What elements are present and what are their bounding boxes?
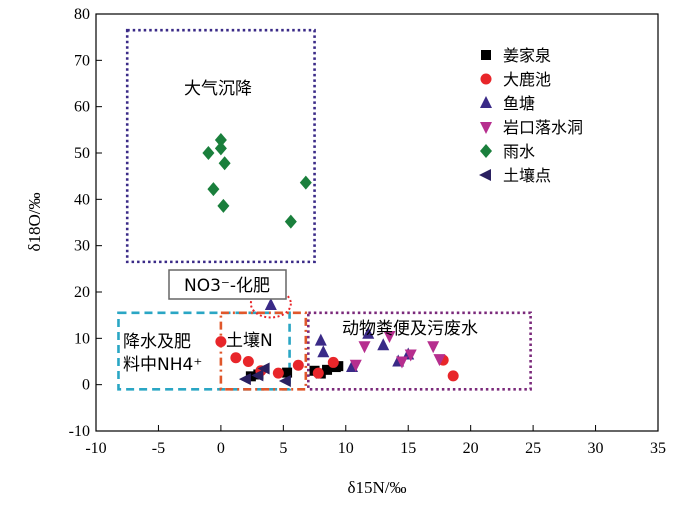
- x-tick-label: 35: [650, 440, 666, 457]
- data-point-series-4: [218, 156, 231, 171]
- y-axis-label: δ18O/‰: [25, 192, 44, 251]
- zone-manure: [307, 311, 532, 391]
- y-tick-label: 0: [82, 377, 90, 394]
- y-tick-label: 40: [74, 191, 90, 208]
- data-point-series-2: [362, 326, 375, 339]
- zone-atmospheric: [125, 28, 316, 264]
- legend-marker-3: [480, 122, 492, 134]
- legend-marker-5: [479, 169, 491, 181]
- data-point-series-2: [264, 297, 277, 310]
- legend-entry-0: 姜家泉: [503, 46, 551, 65]
- data-point-series-2: [317, 345, 330, 358]
- y-tick-label: 20: [74, 284, 90, 301]
- data-point-series-0: [333, 361, 344, 372]
- legend-entry-1: 大鹿池: [503, 70, 551, 89]
- data-point-series-3: [358, 341, 371, 354]
- data-point-series-3: [349, 359, 362, 372]
- precip-nh4-label-line1: 降水及肥: [123, 332, 191, 352]
- data-point-series-4: [284, 214, 297, 229]
- zone-boxes: [117, 28, 532, 391]
- data-point-series-4: [217, 198, 230, 213]
- x-axis-label: δ15N/‰: [347, 478, 406, 497]
- x-tick-label: 20: [463, 440, 479, 457]
- data-point-series-0: [282, 367, 293, 378]
- y-tick-label: 30: [74, 238, 90, 255]
- y-tick-label: -10: [69, 423, 90, 440]
- y-tick-label: 60: [74, 99, 90, 116]
- data-point-series-1: [272, 367, 284, 379]
- data-point-series-1: [327, 356, 339, 368]
- legend-marker-2: [480, 96, 492, 108]
- fertilizer-box: [168, 269, 287, 300]
- data-point-series-0: [322, 364, 333, 375]
- zone-precip_nh4: [117, 311, 291, 391]
- legend-marker-4: [480, 144, 492, 158]
- data-point-series-3: [383, 331, 396, 344]
- axis-ticks: -10 -5 0 5 10 15 20 25 30 35 -10 0 10 20 30 40 50 60 70 80: [69, 6, 666, 457]
- data-point-series-3: [433, 354, 446, 367]
- legend-entry-2: 鱼塘: [503, 94, 535, 113]
- x-tick-label: -5: [152, 440, 165, 457]
- soil-n-label: 土壤N: [226, 330, 273, 351]
- legend-marker-1: [480, 73, 492, 85]
- data-point-series-2: [314, 333, 327, 346]
- legend-entry-5: 土壤点: [503, 166, 551, 185]
- data-point-series-5: [238, 373, 251, 386]
- precip-nh4-label-line2: 料中NH4⁺: [123, 355, 202, 375]
- x-tick-label: 15: [400, 440, 416, 457]
- x-tick-label: 10: [338, 440, 354, 457]
- x-tick-label: 0: [217, 440, 225, 457]
- data-point-series-4: [214, 141, 227, 156]
- data-point-series-3: [404, 349, 417, 362]
- legend-entry-4: 雨水: [503, 142, 535, 161]
- zone-soil_n: [219, 311, 308, 391]
- data-point-series-4: [214, 133, 227, 148]
- data-point-series-3: [427, 341, 440, 354]
- data-point-series-1: [242, 356, 254, 367]
- y-tick-label: 80: [74, 6, 90, 23]
- data-point-series-1: [312, 367, 324, 379]
- manure-label: 动物粪便及污废水: [342, 319, 478, 339]
- data-point-series-5: [278, 374, 291, 387]
- data-point-series-1: [215, 336, 227, 348]
- data-point-series-5: [251, 369, 264, 382]
- y-tick-label: 70: [74, 52, 90, 69]
- legend-marker-0: [481, 50, 491, 60]
- data-points: [202, 133, 459, 387]
- data-point-series-4: [202, 146, 215, 160]
- data-point-series-3: [395, 356, 408, 369]
- data-point-series-1: [230, 352, 242, 364]
- data-point-series-1: [292, 359, 304, 371]
- x-tick-label: 5: [279, 440, 287, 457]
- atmospheric-label: 大气沉降: [184, 79, 252, 99]
- y-tick-label: 50: [74, 145, 90, 162]
- plot-frame: [95, 13, 659, 432]
- legend-entry-3: 岩口落水洞: [503, 118, 583, 137]
- x-tick-label: 25: [525, 440, 541, 457]
- x-tick-label: -10: [85, 440, 106, 457]
- fertilizer-label: NO3⁻-化肥: [184, 276, 270, 296]
- data-point-series-4: [299, 175, 312, 190]
- data-point-series-2: [377, 338, 390, 351]
- data-point-series-1: [447, 370, 459, 382]
- data-point-series-4: [207, 182, 220, 197]
- zone-fertilizer-ellipse: [249, 288, 292, 319]
- x-tick-label: 30: [588, 440, 604, 457]
- data-point-series-5: [257, 362, 270, 375]
- y-tick-label: 10: [74, 330, 90, 347]
